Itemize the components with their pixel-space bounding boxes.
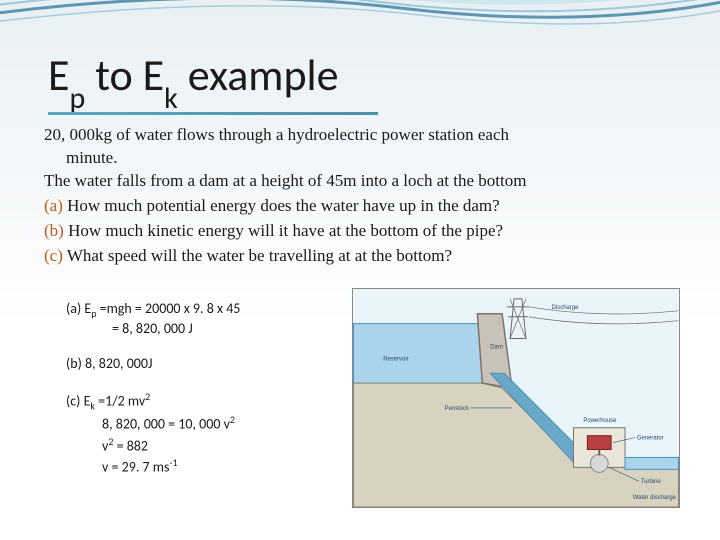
svg-text:Discharge: Discharge [552,305,579,311]
slide-title: Ep to Ek example [48,48,339,109]
qc-label: (c) [44,246,63,265]
qb-text: How much kinetic energy will it have at … [64,221,503,240]
ans-c1-mid: =1/2 mv [95,393,145,410]
ans-c4-sup: -1 [169,456,177,469]
qc-text: What speed will the water be travelling … [63,246,452,265]
answers-block: (a) Ep =mgh = 20000 x 9. 8 x 45 = 8, 820… [66,300,346,494]
svg-text:Powerhouse: Powerhouse [583,418,617,424]
problem-line1: 20, 000kg of water flows through a hydro… [44,124,680,147]
svg-text:Water discharge: Water discharge [633,495,677,501]
title-underline [48,112,378,115]
qa-label: (a) [44,196,63,215]
svg-text:Generator: Generator [637,436,664,442]
question-a: (a) How much potential energy does the w… [44,195,680,218]
ans-a-label: (a) [66,300,84,317]
problem-text: 20, 000kg of water flows through a hydro… [44,124,680,268]
svg-text:Turbine: Turbine [641,479,662,485]
ans-c1-sup: 2 [145,390,150,403]
title-suffix: example [178,48,339,102]
qb-label: (b) [44,221,64,240]
answer-b: (b) 8, 820, 000J [66,355,346,374]
answer-c: (c) Ek =1/2 mv2 8, 820, 000 = 10, 000 v2… [66,390,346,478]
qa-text: How much potential energy does the water… [63,196,500,215]
title-e1: E [48,48,69,102]
ans-c3-post: = 882 [113,437,148,454]
ans-a-post: =mgh = 20000 x 9. 8 x 45 [96,300,240,317]
ans-c4-pre: v = 29. 7 ms [102,459,169,476]
title-mid: to E [85,48,164,102]
hydro-diagram: Reservoir Penstock Dam Discharge Powerhouse G… [352,288,680,508]
ans-c-label: (c) [66,393,84,410]
question-c: (c) What speed will the water be travell… [44,245,680,268]
problem-line2: minute. [44,147,680,170]
answer-a: (a) Ep =mgh = 20000 x 9. 8 x 45 = 8, 820… [66,300,346,339]
ans-b-text: 8, 820, 000J [85,355,152,372]
svg-text:Reservoir: Reservoir [383,356,408,362]
ans-b-label: (b) [66,355,85,372]
ans-a-line2: = 8, 820, 000 J [66,320,346,339]
problem-line3: The water falls from a dam at a height o… [44,170,680,193]
svg-text:Dam: Dam [490,344,503,350]
svg-text:Penstock: Penstock [445,406,469,412]
ans-c2-pre: 8, 820, 000 = 10, 000 v [102,416,230,433]
question-b: (b) How much kinetic energy will it have… [44,220,680,243]
ans-c2-sup: 2 [230,413,235,426]
